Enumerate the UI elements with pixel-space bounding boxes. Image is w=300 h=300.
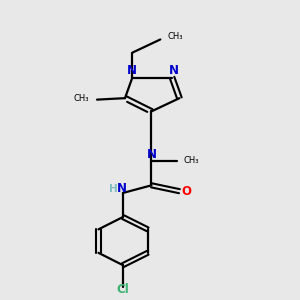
Text: H: H [109,184,118,194]
Text: N: N [127,64,137,77]
Text: Cl: Cl [116,283,129,296]
Text: O: O [181,185,191,198]
Text: N: N [169,64,178,77]
Text: CH₃: CH₃ [184,156,200,165]
Text: N: N [117,182,127,195]
Text: N: N [146,148,157,161]
Text: CH₃: CH₃ [168,32,183,41]
Text: CH₃: CH₃ [73,94,89,103]
